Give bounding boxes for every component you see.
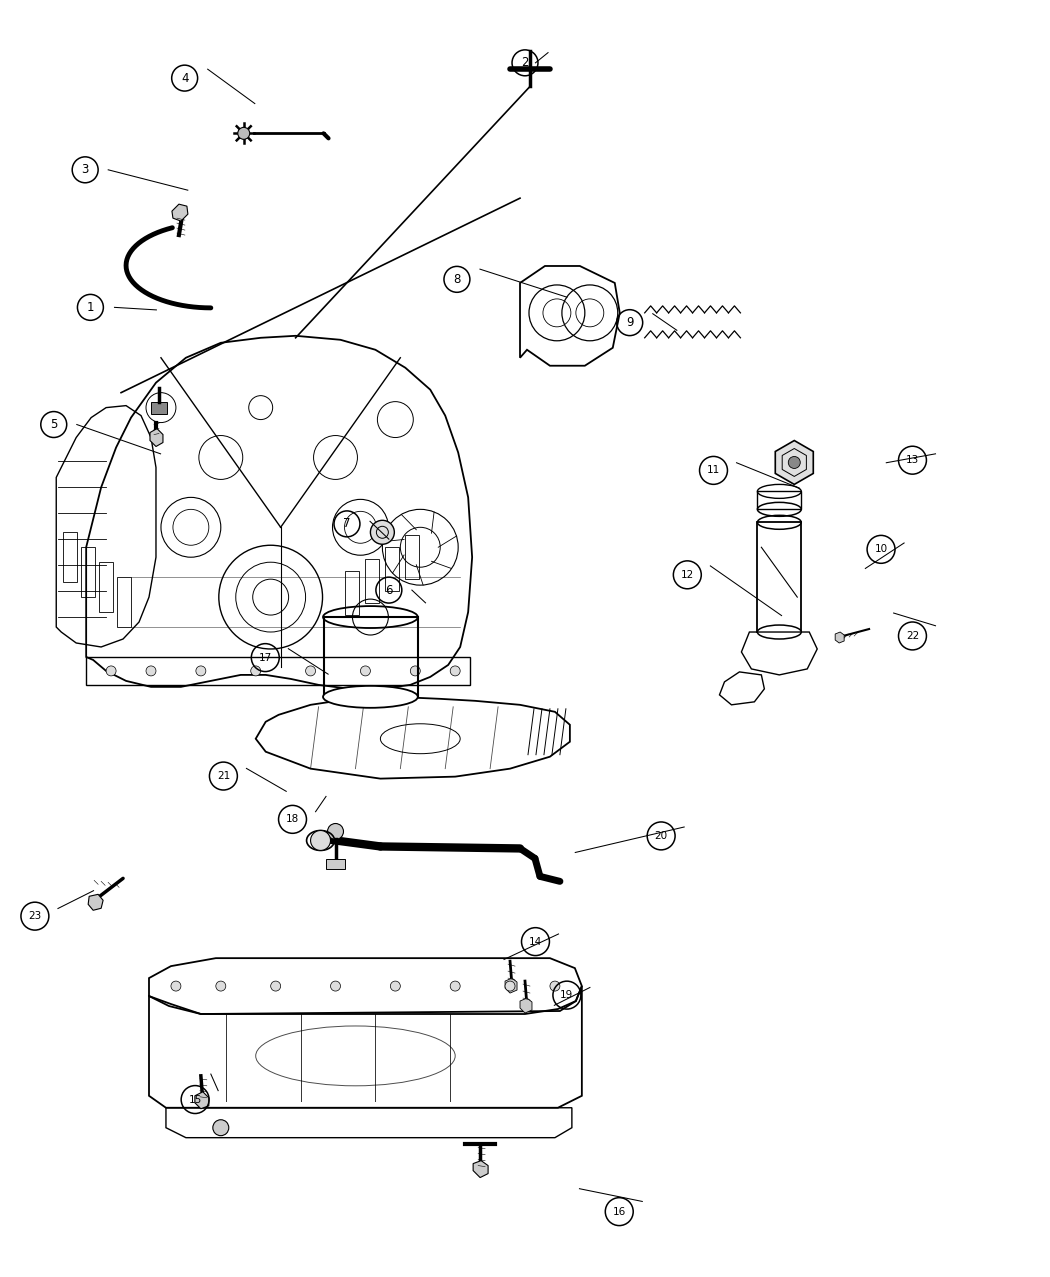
Text: 14: 14: [529, 936, 542, 946]
Bar: [326, 859, 345, 870]
Text: 21: 21: [216, 771, 230, 782]
Circle shape: [391, 981, 400, 991]
Text: 12: 12: [680, 570, 694, 580]
Text: 23: 23: [28, 912, 42, 921]
Polygon shape: [835, 632, 844, 644]
Circle shape: [146, 665, 156, 676]
Text: 5: 5: [50, 418, 58, 432]
Polygon shape: [474, 1161, 488, 1177]
Bar: [757, 522, 801, 632]
Bar: [757, 492, 801, 510]
Circle shape: [505, 981, 516, 991]
Text: 18: 18: [286, 815, 299, 825]
Circle shape: [251, 665, 260, 676]
Ellipse shape: [757, 624, 801, 638]
Text: 10: 10: [875, 544, 887, 554]
Text: 8: 8: [454, 273, 461, 286]
Text: 2: 2: [521, 56, 529, 69]
Circle shape: [360, 665, 371, 676]
Circle shape: [216, 981, 226, 991]
Text: 19: 19: [561, 990, 573, 1000]
Circle shape: [450, 665, 460, 676]
Polygon shape: [775, 441, 814, 484]
Text: 11: 11: [707, 465, 720, 475]
Text: 13: 13: [906, 455, 919, 465]
Circle shape: [196, 665, 206, 676]
Circle shape: [331, 981, 340, 991]
Circle shape: [213, 1120, 229, 1135]
Bar: [345, 571, 359, 616]
Circle shape: [789, 456, 800, 469]
Circle shape: [311, 830, 331, 850]
Ellipse shape: [323, 686, 418, 707]
Bar: [151, 402, 167, 414]
Text: 7: 7: [343, 517, 351, 530]
Text: 3: 3: [82, 163, 89, 176]
Bar: [118, 577, 131, 627]
Circle shape: [171, 981, 181, 991]
Polygon shape: [88, 894, 103, 911]
Text: 15: 15: [189, 1094, 202, 1105]
Text: 22: 22: [906, 631, 919, 641]
Polygon shape: [195, 1092, 209, 1108]
Text: 9: 9: [626, 317, 633, 329]
Polygon shape: [150, 429, 163, 447]
Circle shape: [237, 128, 250, 139]
Circle shape: [550, 981, 560, 991]
Bar: [405, 535, 419, 580]
Bar: [81, 548, 96, 598]
Polygon shape: [520, 999, 532, 1013]
Circle shape: [328, 824, 343, 839]
Circle shape: [450, 981, 460, 991]
Circle shape: [106, 665, 117, 676]
Bar: [86, 656, 470, 684]
Text: 4: 4: [181, 72, 188, 84]
Text: 20: 20: [654, 831, 668, 842]
Text: 1: 1: [87, 301, 94, 314]
Text: 16: 16: [612, 1207, 626, 1217]
Text: 6: 6: [385, 584, 393, 596]
Bar: [385, 548, 399, 591]
Circle shape: [411, 665, 420, 676]
Bar: [99, 562, 113, 612]
Polygon shape: [172, 204, 188, 221]
Bar: [365, 559, 379, 603]
Text: 17: 17: [258, 653, 272, 663]
Bar: [63, 533, 78, 582]
Circle shape: [306, 665, 316, 676]
Circle shape: [271, 981, 280, 991]
Bar: [323, 617, 418, 697]
Polygon shape: [505, 978, 517, 994]
Circle shape: [371, 520, 395, 544]
